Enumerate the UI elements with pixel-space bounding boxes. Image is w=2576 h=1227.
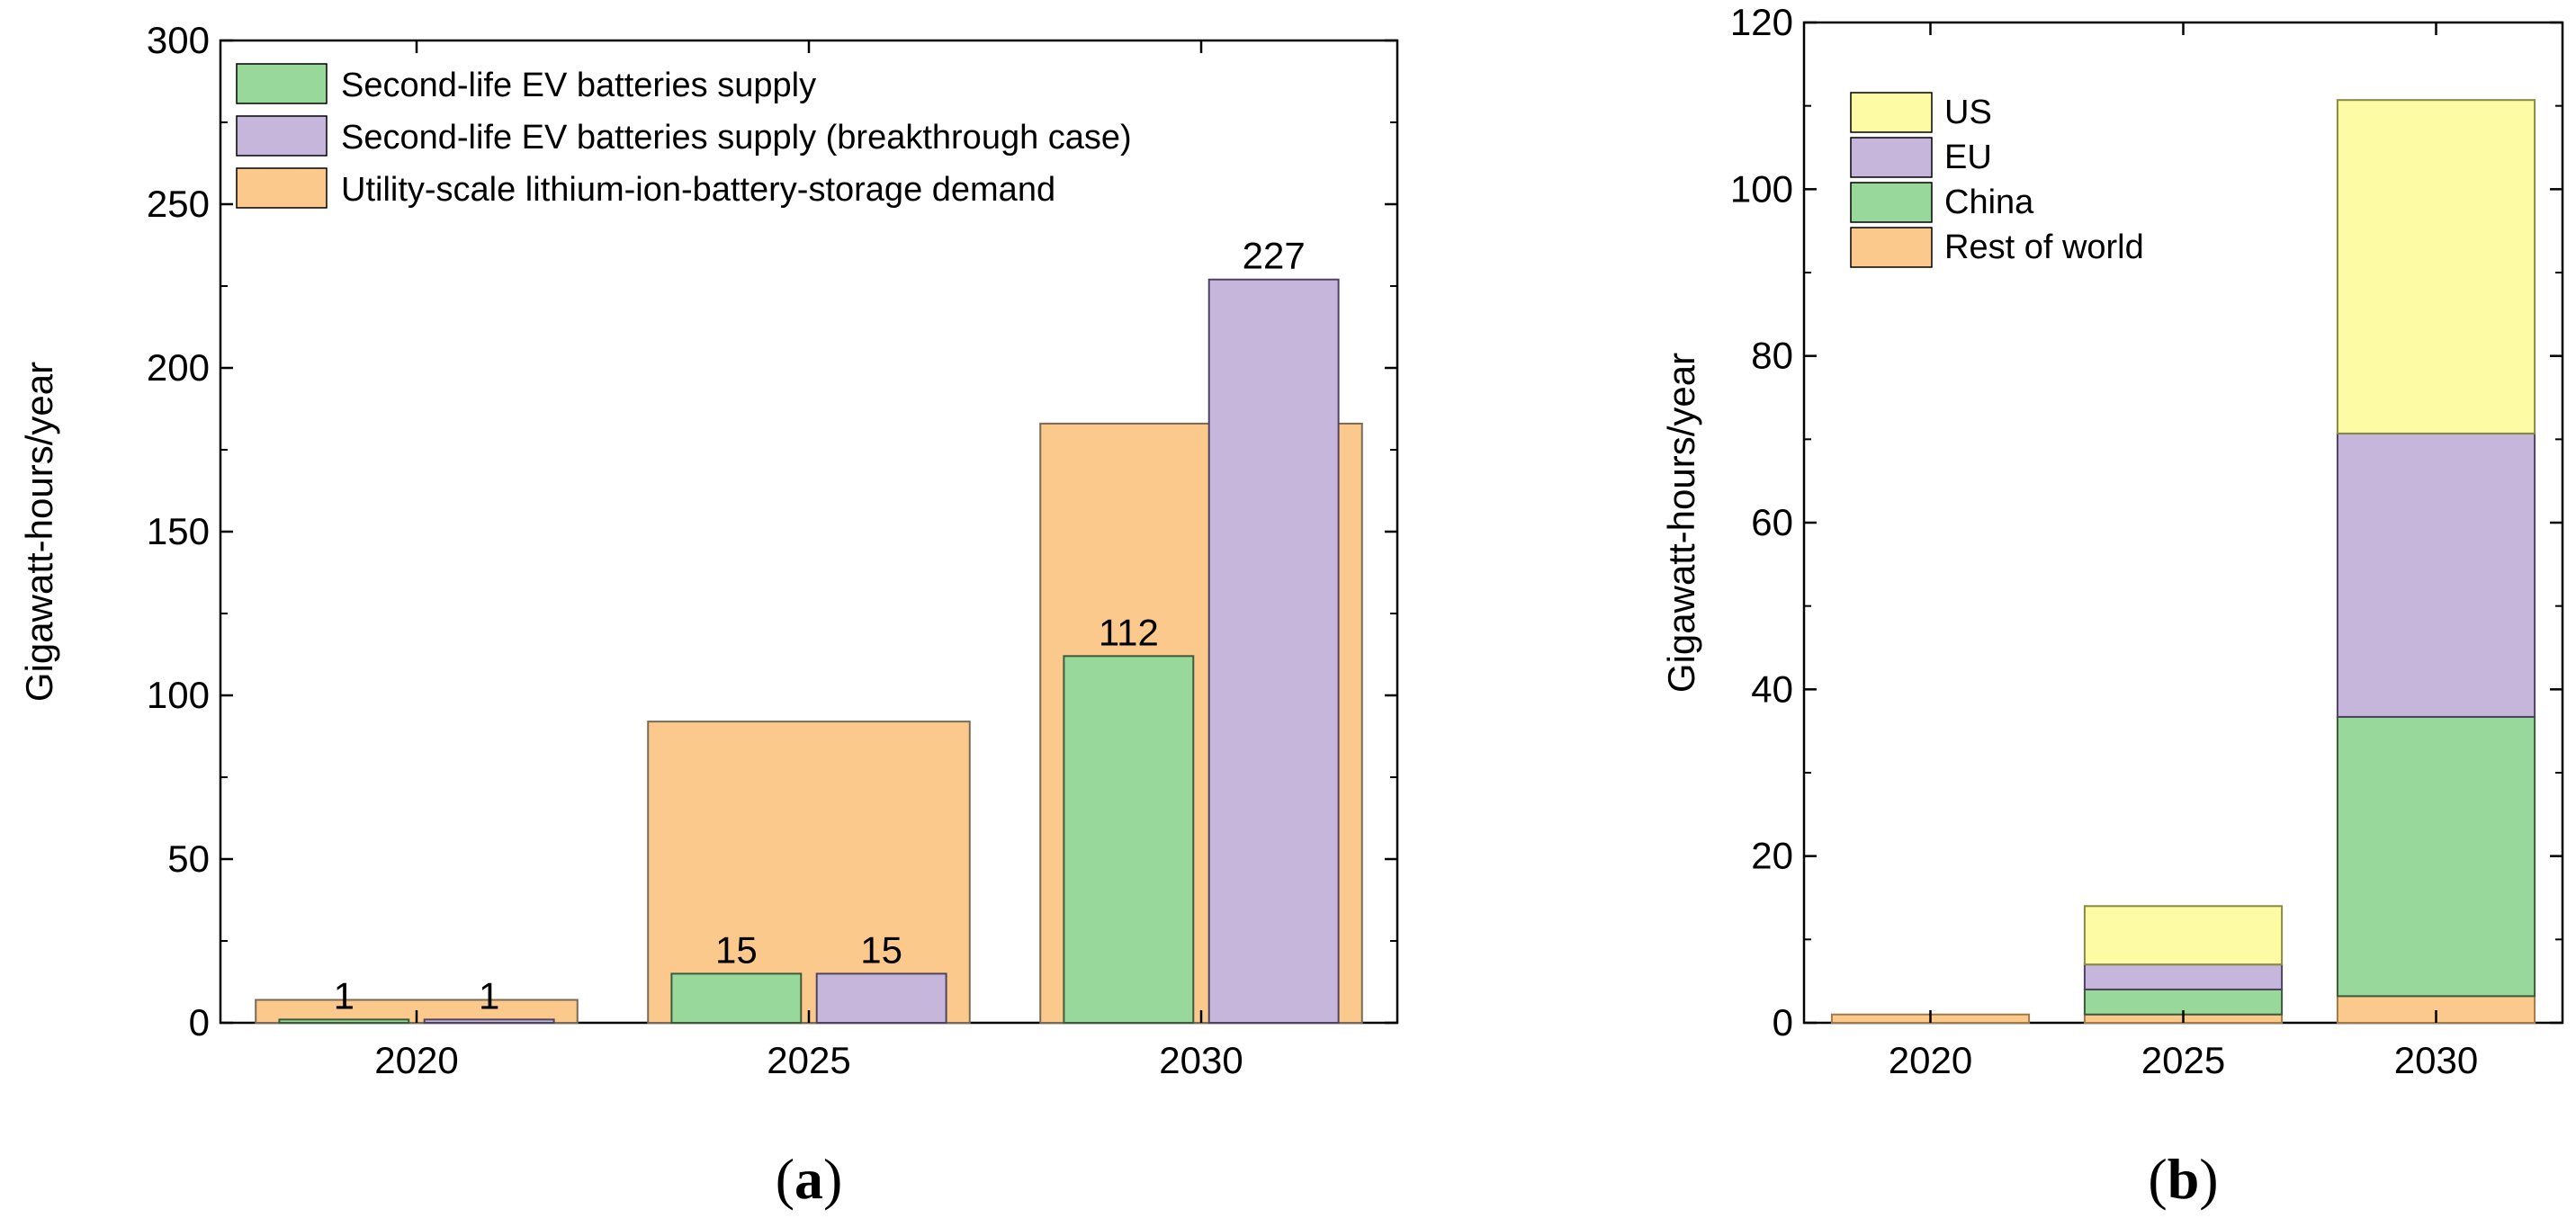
- x-tick-label: 2020: [374, 1039, 458, 1081]
- panel-letter: b: [2168, 1147, 2200, 1211]
- panel-label: (b): [2148, 1147, 2218, 1211]
- bar-second-life-supply: [1063, 655, 1195, 1024]
- bar-second-life-supply: [278, 1018, 410, 1024]
- y-tick-label: 40: [1751, 667, 1793, 710]
- bar-second-life-breakthrough: [815, 972, 947, 1025]
- x-tick-label: 2025: [767, 1039, 850, 1081]
- legend-label: Second-life EV batteries supply: [341, 67, 816, 104]
- stacked-bar-segment-china: [2336, 715, 2536, 998]
- legend-label: Rest of world: [1944, 228, 2144, 266]
- y-tick-label: 20: [1751, 835, 1793, 877]
- legend-swatch: [236, 63, 328, 104]
- data-label-supply: 15: [715, 928, 758, 971]
- y-tick-label: 50: [167, 837, 210, 880]
- y-tick-label: 0: [189, 1001, 210, 1043]
- y-tick-label: 100: [1730, 167, 1793, 210]
- panel-label: (a): [776, 1147, 843, 1211]
- y-tick-label: 200: [147, 346, 210, 389]
- legend-swatch: [236, 167, 328, 209]
- y-tick-label: 0: [1773, 1001, 1793, 1043]
- y-tick-label: 300: [147, 19, 210, 61]
- x-tick-label: 2030: [1159, 1039, 1243, 1081]
- bar-demand: [647, 721, 971, 1024]
- legend-swatch: [1850, 92, 1933, 133]
- y-tick-label: 250: [147, 183, 210, 225]
- data-label-supply: 1: [334, 974, 355, 1017]
- y-tick-label: 80: [1751, 335, 1793, 377]
- legend-label: Second-life EV batteries supply (breakth…: [341, 119, 1132, 157]
- legend-label: China: [1944, 184, 2034, 221]
- data-label-breakthrough: 1: [479, 974, 499, 1017]
- stacked-bar-segment-eu: [2336, 432, 2536, 718]
- y-tick-label: 120: [1730, 1, 1793, 43]
- y-tick-label: 150: [147, 510, 210, 552]
- data-label-supply: 112: [1099, 611, 1159, 653]
- stacked-bar-segment-eu: [2083, 963, 2284, 990]
- bar-second-life-supply: [670, 972, 803, 1025]
- x-tick-label: 2020: [1889, 1039, 1972, 1081]
- legend-swatch: [1850, 137, 1933, 178]
- x-tick-label: 2025: [2141, 1039, 2225, 1081]
- stacked-bar-segment-us: [2083, 905, 2284, 966]
- stacked-bar-segment-us: [2336, 99, 2536, 434]
- legend-label: US: [1944, 94, 1992, 131]
- legend-label: Utility-scale lithium-ion-battery-storag…: [341, 171, 1055, 209]
- y-axis-title: Gigawatt-hours/year: [18, 362, 60, 702]
- chart-panel-b: 0 20 40 60 80 100 120 Gigawatt-hours/year 2020 20…: [1660, 1, 2564, 1211]
- legend-swatch: [1850, 227, 1933, 268]
- y-axis-title: Gigawatt-hours/year: [1660, 353, 1702, 693]
- legend-swatch: [1850, 182, 1933, 223]
- bar-second-life-breakthrough: [423, 1018, 555, 1024]
- data-label-breakthrough: 15: [860, 928, 902, 971]
- x-tick-label: 2030: [2394, 1039, 2478, 1081]
- bar-second-life-breakthrough: [1207, 278, 1340, 1025]
- panel-letter: a: [794, 1147, 823, 1211]
- data-label-breakthrough: 227: [1243, 235, 1306, 277]
- legend-label: EU: [1944, 139, 1992, 176]
- y-tick-label: 60: [1751, 501, 1793, 543]
- legend-swatch: [236, 115, 328, 157]
- y-tick-label: 100: [147, 674, 210, 716]
